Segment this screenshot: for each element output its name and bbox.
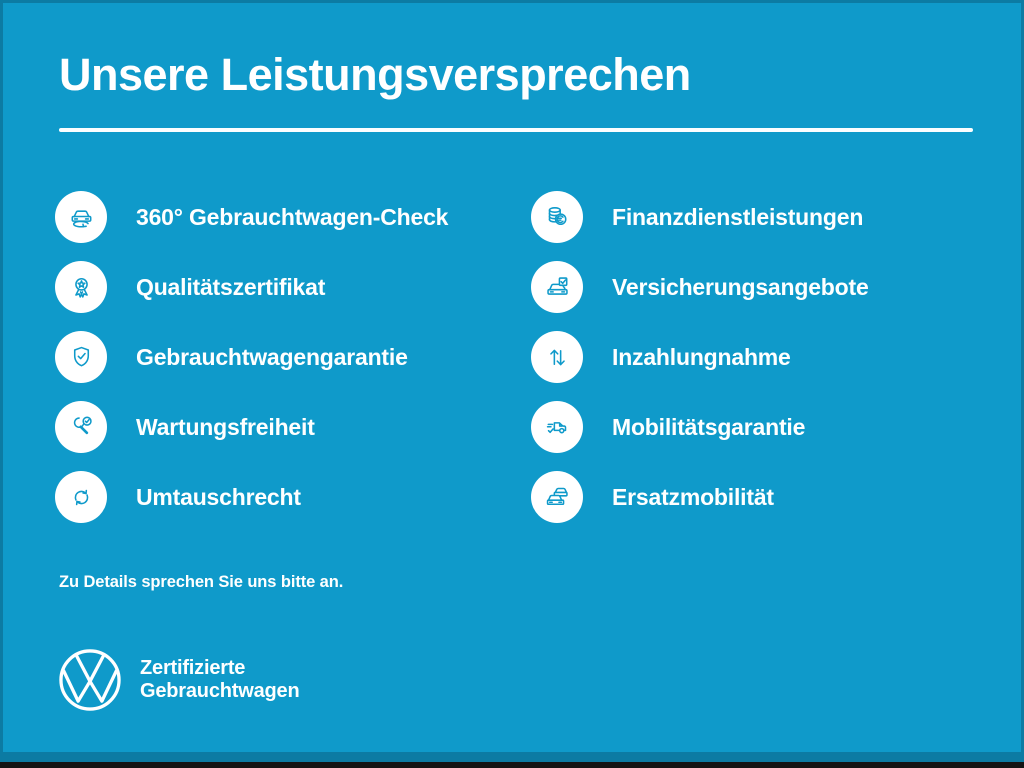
vw-logo-icon (59, 649, 121, 711)
car-checkbox-icon (546, 276, 568, 295)
icon-badge (531, 471, 583, 523)
promise-label: Mobilitätsgarantie (612, 413, 806, 440)
promise-label: Ersatzmobilität (612, 483, 774, 510)
promise-item: Inzahlungnahme (531, 331, 791, 383)
brand-line-2: Gebrauchtwagen (140, 680, 300, 702)
promise-label: Umtauschrecht (136, 483, 301, 510)
certificate-rosette-icon (74, 277, 88, 298)
icon-badge (55, 191, 107, 243)
bottom-black-bar (0, 762, 1024, 768)
arrows-up-down-icon (549, 349, 565, 365)
promise-item: Qualitätszertifikat (55, 261, 325, 313)
icon-badge (55, 331, 107, 383)
promise-item: 360° Gebrauchtwagen-Check (55, 191, 448, 243)
exchange-arrows-icon (74, 489, 88, 505)
promise-label: Qualitätszertifikat (136, 273, 326, 300)
title-divider (59, 128, 973, 132)
details-note: Zu Details sprechen Sie uns bitte an. (59, 573, 344, 591)
wrench-check-icon (73, 416, 92, 434)
coins-euro-icon (548, 206, 567, 225)
icon-badge (55, 471, 107, 523)
promise-item: Ersatzmobilität (531, 471, 774, 523)
van-speed-icon (546, 421, 566, 433)
icon-badge (531, 401, 583, 453)
car-360-icon (71, 209, 91, 228)
promise-item: Versicherungsangebote (531, 261, 869, 313)
brand-wordmark: Zertifizierte Gebrauchtwagen (140, 657, 300, 703)
brand-line-1: Zertifizierte (140, 657, 246, 679)
promise-label: Finanzdienstleistungen (612, 203, 864, 230)
promise-item: Umtauschrecht (55, 471, 301, 523)
promise-item: Finanzdienstleistungen (531, 191, 863, 243)
page-title: Unsere Leistungsversprechen (59, 49, 691, 100)
promise-item: Mobilitätsgarantie (531, 401, 805, 453)
icon-badge (531, 261, 583, 313)
promise-label: Wartungsfreiheit (136, 413, 315, 440)
brand-block: Zertifizierte Gebrauchtwagen (57, 647, 300, 713)
icon-badge (531, 191, 583, 243)
promise-label: Inzahlungnahme (612, 343, 791, 370)
promise-label: 360° Gebrauchtwagen-Check (136, 203, 449, 230)
promise-item: Gebrauchtwagengarantie (55, 331, 408, 383)
icon-badge (531, 331, 583, 383)
icon-badge (55, 261, 107, 313)
promise-label: Gebrauchtwagengarantie (136, 343, 408, 370)
shield-check-icon (73, 346, 89, 367)
icon-badge (55, 401, 107, 453)
slide-background: Unsere Leistungsversprechen 360° Gebrauc… (3, 3, 1021, 752)
promise-label: Versicherungsangebote (612, 273, 869, 300)
two-cars-icon (546, 487, 568, 505)
promise-item: Wartungsfreiheit (55, 401, 315, 453)
